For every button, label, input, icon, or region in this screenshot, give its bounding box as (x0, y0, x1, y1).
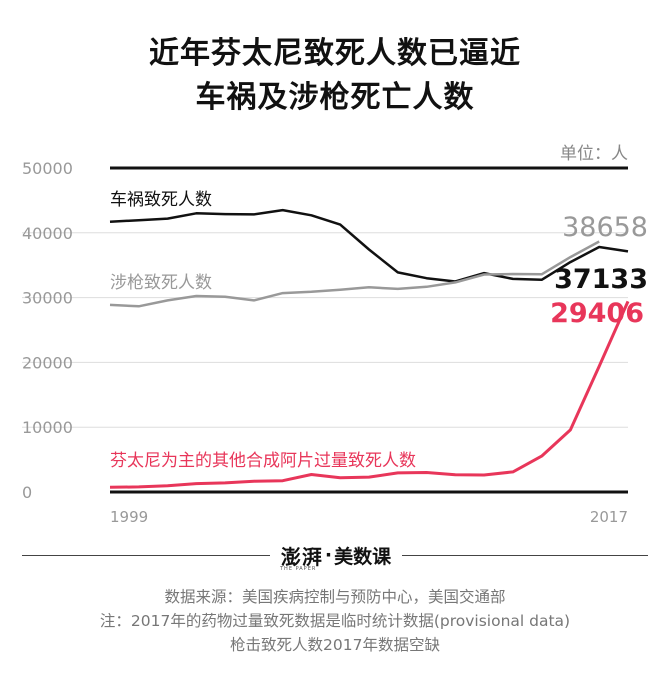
missing-data-note: 枪击致死人数2017年数据空缺 (230, 636, 440, 654)
unit-label: 单位：人 (560, 144, 628, 164)
x-tick-label: 1999 (110, 508, 148, 526)
fentanyl-death-line (109, 300, 630, 489)
logo-column-name: 美数课 (334, 545, 392, 568)
series-label-road: 车祸致死人数 (110, 190, 212, 210)
logo-separator: · (324, 544, 333, 566)
end-value-gun: 38658 (562, 212, 648, 243)
chart-title-line-1: 近年芬太尼致死人数已逼近 (149, 36, 521, 71)
end-value-road: 37133 (554, 264, 648, 295)
y-tick-label: 30000 (22, 289, 73, 308)
y-tick-label: 40000 (22, 224, 73, 243)
y-tick-label: 50000 (22, 159, 73, 178)
source-note: 数据来源：美国疾病控制与预防中心，美国交通部 (164, 588, 506, 606)
road-death-line (109, 208, 629, 283)
y-tick-label: 10000 (22, 418, 73, 437)
provisional-data-note: 注：2017年的药物过量致死数据是临时统计数据(provisional data… (99, 612, 571, 630)
line-chart: 单位：人 0 10000 20000 30000 40000 50000 1999 2017 车祸… (22, 144, 648, 526)
gun-death-line (109, 240, 600, 308)
series-label-gun: 涉枪致死人数 (110, 273, 212, 293)
left-divider (22, 555, 270, 556)
logo-tagline: THE PAPER (280, 566, 317, 572)
x-tick-label: 2017 (590, 508, 628, 526)
end-value-fentanyl: 29406 (550, 298, 644, 329)
logo-band: 澎湃 · 美数课 THE PAPER (0, 535, 670, 575)
series-label-fentanyl: 芬太尼为主的其他合成阿片过量致死人数 (110, 451, 416, 471)
y-tick-label: 0 (22, 483, 32, 502)
right-divider (402, 555, 648, 556)
chart-title-line-2: 车祸及涉枪死亡人数 (195, 80, 475, 115)
logo-mark: 澎湃 (280, 544, 323, 569)
y-tick-label: 20000 (22, 353, 73, 372)
publisher-logo: 澎湃 · 美数课 (270, 539, 402, 571)
